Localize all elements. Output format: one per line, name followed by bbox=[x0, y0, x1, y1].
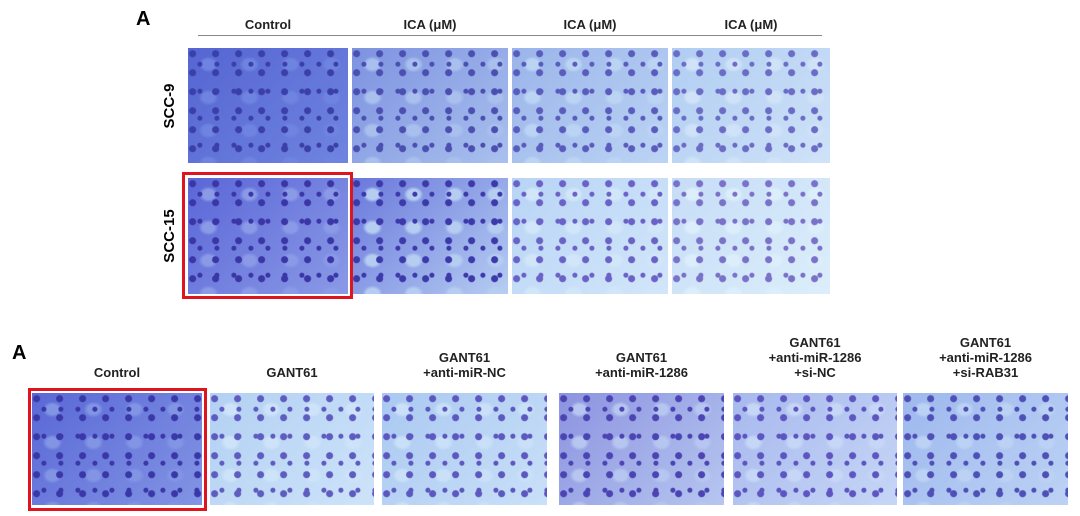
row-label: SCC-15 bbox=[161, 209, 178, 263]
panel-label: A bbox=[136, 8, 151, 30]
micrograph bbox=[512, 48, 668, 163]
column-header: +anti-miR-NC bbox=[423, 365, 506, 380]
column-header: +si-RAB31 bbox=[952, 365, 1019, 380]
column-header: Control bbox=[93, 365, 141, 380]
micrograph bbox=[512, 178, 668, 294]
micrograph bbox=[188, 178, 348, 294]
column-header: GANT61 bbox=[959, 335, 1012, 350]
micrograph bbox=[32, 393, 202, 505]
micrograph bbox=[672, 178, 830, 294]
column-header: GANT61 bbox=[438, 350, 491, 365]
column-header: +anti-miR-1286 bbox=[939, 350, 1032, 365]
column-header: GANT61 bbox=[789, 335, 841, 350]
micrograph bbox=[672, 48, 830, 163]
column-header: +anti-miR-1286 bbox=[768, 350, 862, 365]
column-header: ICA (μM) bbox=[724, 17, 778, 32]
micrograph bbox=[382, 393, 547, 505]
panel-label: A bbox=[12, 342, 27, 364]
header-rule bbox=[198, 35, 822, 36]
column-header: Control bbox=[244, 17, 292, 32]
micrograph bbox=[352, 48, 508, 163]
micrograph bbox=[352, 178, 508, 294]
micrograph bbox=[733, 393, 897, 505]
column-header: +anti-miR-1286 bbox=[595, 365, 688, 380]
highlight-box bbox=[182, 172, 353, 299]
row-label: SCC-9 bbox=[161, 83, 178, 129]
micrograph bbox=[188, 48, 348, 163]
column-header: GANT61 bbox=[615, 350, 668, 365]
column-header: +si-NC bbox=[794, 365, 836, 380]
column-header: GANT61 bbox=[266, 365, 318, 380]
micrograph bbox=[903, 393, 1068, 505]
micrograph bbox=[559, 393, 724, 505]
highlight-box bbox=[28, 388, 207, 511]
micrograph bbox=[210, 393, 374, 505]
column-header: ICA (μM) bbox=[563, 17, 617, 32]
column-header: ICA (μM) bbox=[403, 17, 457, 32]
